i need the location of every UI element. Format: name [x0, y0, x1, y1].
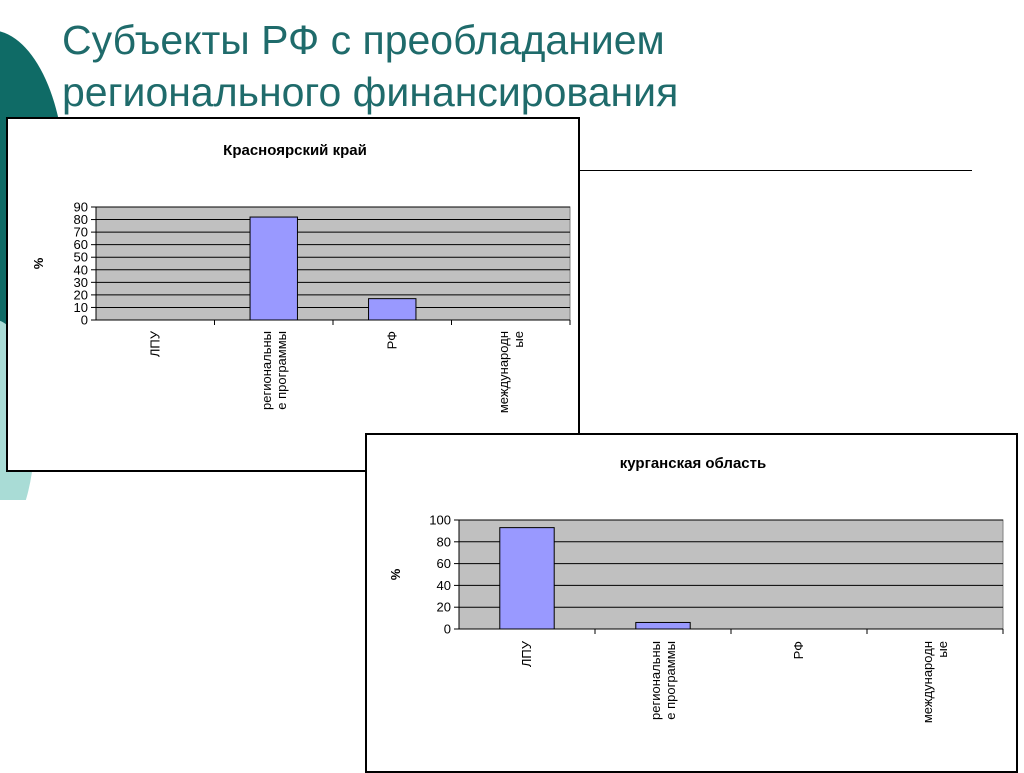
y-tick-label: 90: [74, 200, 88, 215]
x-category-label: региональные программы: [648, 641, 678, 720]
x-category-label: международные: [920, 641, 950, 723]
chart-krasnoyarsk: Красноярский край 0 10 20 30 40 50 60 70 80 90% ЛПУ…: [6, 117, 580, 472]
chart-kurgan: курганская область 0 20 40 60 80 100% ЛПУ регион…: [365, 433, 1018, 773]
y-tick-label: 20: [74, 287, 88, 302]
x-category-label: региональные программы: [259, 331, 289, 410]
x-category-label: РФ: [384, 331, 399, 350]
y-tick-label: 60: [74, 237, 88, 252]
x-category-label-line: ЛПУ: [147, 330, 162, 357]
y-axis-label: %: [31, 257, 46, 269]
x-category-label-line: ЛПУ: [519, 640, 534, 667]
y-tick-label: 60: [437, 556, 451, 571]
y-tick-label: 40: [74, 262, 88, 277]
y-tick-label: 20: [437, 600, 451, 615]
y-tick-label: 80: [74, 212, 88, 227]
y-tick-label: 0: [444, 622, 451, 637]
y-tick-label: 40: [437, 578, 451, 593]
x-category-label-line: ые: [935, 641, 950, 658]
slide-title: Субъекты РФ с преобладанием региональног…: [62, 14, 962, 118]
divider-line: [580, 170, 972, 171]
bar: [368, 298, 417, 321]
slide-title-line2: регионального финансирования: [62, 69, 679, 115]
x-category-label-line: РФ: [791, 641, 806, 660]
plot-area: [95, 206, 571, 321]
x-category-label-line: ые: [511, 331, 526, 348]
x-category-label-line: международн: [496, 331, 511, 413]
x-category-label: РФ: [791, 641, 806, 660]
chart-kurgan-svg: курганская область 0 20 40 60 80 100% ЛПУ регион…: [388, 455, 1004, 723]
y-tick-label: 10: [74, 300, 88, 315]
y-tick-label: 0: [81, 313, 88, 328]
x-category-label-line: е программы: [663, 641, 678, 720]
y-tick-label: 50: [74, 250, 88, 265]
y-tick-label: 30: [74, 275, 88, 290]
y-tick-label: 80: [437, 534, 451, 549]
bar: [499, 527, 555, 630]
y-axis-label: %: [388, 568, 403, 580]
x-category-label-line: е программы: [274, 331, 289, 410]
x-category-label-line: региональны: [648, 641, 663, 720]
x-category-label-line: международн: [920, 641, 935, 723]
x-category-label-line: региональны: [259, 331, 274, 410]
x-category-label: ЛПУ: [519, 640, 534, 667]
x-category-label-line: РФ: [384, 331, 399, 350]
chart-title: курганская область: [620, 455, 766, 472]
y-tick-label: 100: [429, 513, 451, 528]
slide-title-line1: Субъекты РФ с преобладанием: [62, 17, 665, 63]
chart-title: Красноярский край: [223, 142, 367, 159]
y-tick-label: 70: [74, 225, 88, 240]
bar: [249, 216, 298, 321]
bar: [635, 621, 691, 630]
x-category-label: ЛПУ: [147, 330, 162, 357]
x-category-label: международные: [496, 331, 526, 413]
